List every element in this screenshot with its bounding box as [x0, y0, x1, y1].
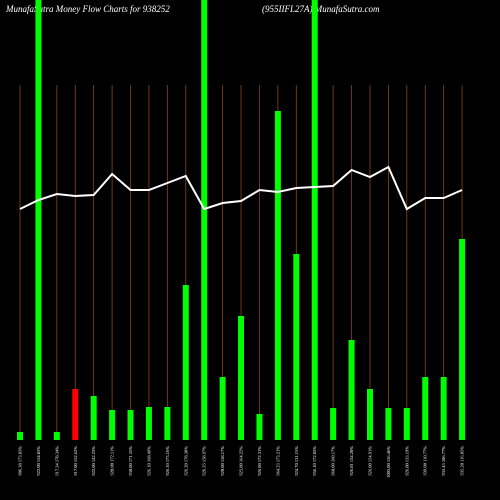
x-tick-label: 930.00 171.35%	[128, 446, 133, 476]
bar	[366, 389, 373, 440]
x-tick-label: 960.00 160.17%	[331, 446, 336, 476]
x-tick-label: 922.00 142.23%	[91, 446, 96, 476]
x-tick-label: 926.20 178.30%	[183, 446, 188, 476]
bar	[72, 389, 79, 440]
bar	[109, 410, 116, 440]
bar	[293, 254, 300, 440]
bar	[256, 414, 263, 440]
x-tick-label: 920.00 172.11%	[110, 446, 115, 476]
bar	[274, 111, 281, 440]
x-tick-label: 964.23 173.21%	[275, 446, 280, 476]
bar	[17, 432, 23, 440]
bar	[90, 396, 97, 440]
chart-title: MunafaSutra Money Flow Charts for 938252	[5, 4, 170, 14]
bar	[459, 239, 466, 440]
x-tick-label: 926.10 168.49%	[146, 446, 151, 476]
x-tick-label: 926.00 133.19%	[404, 446, 409, 476]
x-tick-label: 906.38 173.83%	[18, 446, 23, 476]
bar	[403, 408, 410, 440]
x-tick-label: 926.10 173.16%	[165, 446, 170, 476]
bar	[422, 377, 429, 440]
x-tick-label: 939.00 110.77%	[423, 446, 428, 476]
bar	[348, 340, 355, 440]
chart-subtitle: (955IIFL27A) MunafaSutra.com	[262, 4, 380, 14]
bar	[35, 0, 42, 440]
x-tick-label: 920.00 158.17%	[220, 446, 225, 476]
bar	[311, 0, 318, 440]
bar	[53, 432, 60, 440]
x-tick-label: 1003.00 156.46%	[386, 446, 391, 478]
x-tick-label: 924.70 131.15%	[294, 446, 299, 476]
bar	[219, 377, 226, 440]
bar	[145, 407, 152, 440]
x-tick-label: 925.00 164.22%	[239, 446, 244, 476]
x-tick-label: 917.34 178.34%	[54, 446, 59, 476]
x-tick-label: 926.00 172.31%	[257, 446, 262, 476]
bar	[385, 408, 392, 440]
bar	[238, 316, 245, 440]
x-tick-label: 926.00 154.91%	[367, 446, 372, 476]
bar	[164, 407, 171, 440]
bar	[330, 408, 337, 440]
x-tick-label: 926.35 158.97%	[202, 446, 207, 476]
x-tick-label: 926.01 134.28%	[349, 446, 354, 476]
x-tick-label: 917.00 152.62%	[73, 446, 78, 476]
x-tick-label: 935.20 116.05%	[460, 446, 465, 476]
bar	[440, 377, 447, 440]
bar	[182, 285, 189, 440]
bar	[201, 0, 208, 440]
x-tick-label: 922.00 154.83%	[36, 446, 41, 476]
x-tick-label: 935.45 106.77%	[441, 446, 446, 476]
x-tick-label: 956.10 172.83%	[312, 446, 317, 476]
money-flow-line	[19, 165, 463, 211]
bar	[127, 410, 134, 440]
